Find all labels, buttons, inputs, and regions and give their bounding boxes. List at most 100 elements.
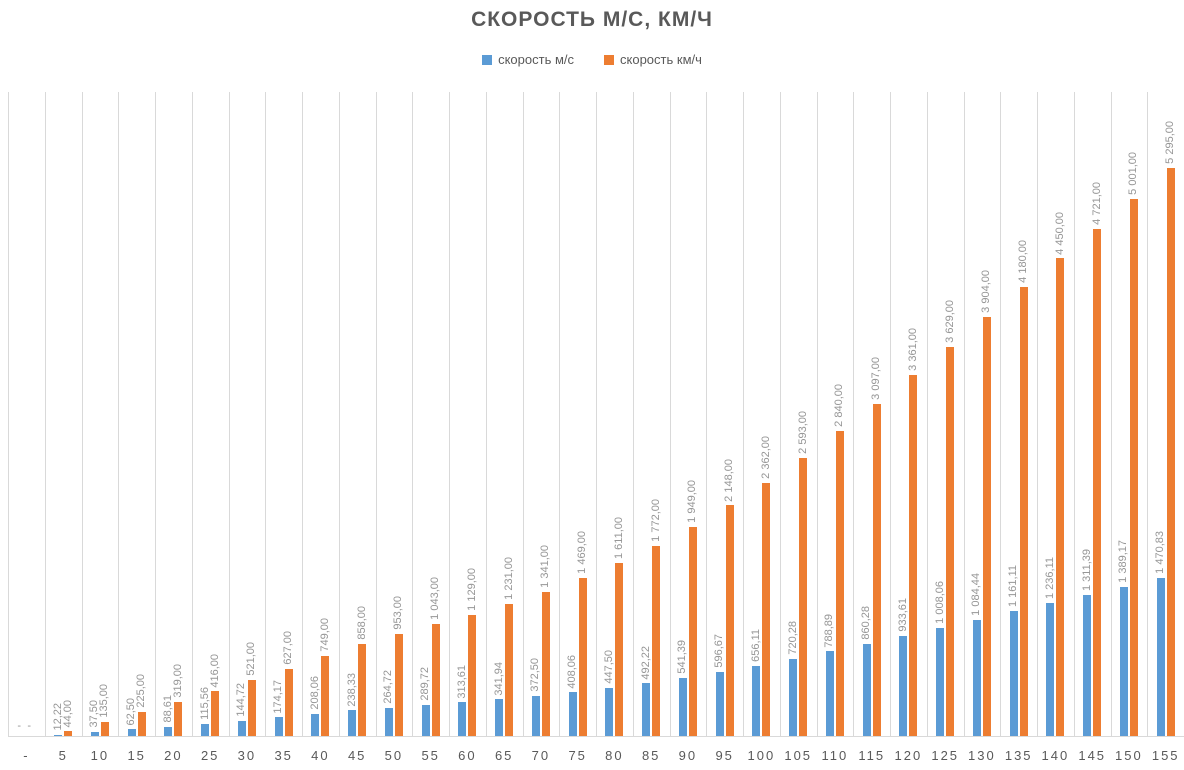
legend-label-kmh: скорость км/ч xyxy=(620,52,702,67)
x-tick-label: 20 xyxy=(164,748,183,763)
bar-kmh xyxy=(1129,199,1138,736)
chart-title: СКОРОСТЬ М/С, КМ/Ч xyxy=(471,8,713,31)
bar-ms xyxy=(1083,595,1092,736)
x-tick-label: 150 xyxy=(1115,748,1143,763)
bar-label-kmh: 858,00 xyxy=(355,606,368,640)
bar-kmh xyxy=(835,431,844,736)
bar-label-kmh: 3 904,00 xyxy=(980,270,993,313)
x-tick-label: 55 xyxy=(421,748,440,763)
bar-label-kmh: 4 180,00 xyxy=(1017,240,1030,284)
gridline xyxy=(485,92,487,736)
bar-kmh xyxy=(909,375,918,736)
gridline xyxy=(412,92,414,736)
bar-ms xyxy=(164,726,173,736)
gridline xyxy=(853,92,855,736)
bar-label-ms: 88,61 xyxy=(161,694,174,723)
bar-label-kmh: 135,00 xyxy=(98,683,111,718)
gridline xyxy=(8,92,9,736)
gridline xyxy=(44,92,46,736)
bar-kmh xyxy=(652,545,661,736)
bar-ms xyxy=(348,710,357,736)
bar-label-kmh: 2 593,00 xyxy=(796,410,809,454)
gridline xyxy=(1000,92,1002,736)
bar-ms xyxy=(458,702,467,736)
bar-label-kmh: 1 341,00 xyxy=(539,545,552,589)
x-tick-label: 155 xyxy=(1151,748,1180,763)
x-tick-label: 60 xyxy=(458,748,477,763)
legend-swatch-kmh-icon xyxy=(604,54,615,65)
bar-ms xyxy=(568,692,577,736)
x-tick-label: 130 xyxy=(968,748,996,763)
x-tick-label: 105 xyxy=(784,748,813,763)
x-tick-label: 85 xyxy=(641,748,661,763)
bar-label-ms: 1 236,11 xyxy=(1043,557,1056,600)
gridline xyxy=(890,92,891,736)
bar-ms xyxy=(789,658,798,736)
bar-kmh xyxy=(946,346,955,736)
bar-label-ms: 860,28 xyxy=(860,606,873,640)
bar-label-ms: 1 008,06 xyxy=(933,580,946,624)
bar-label-ms: 1 161,11 xyxy=(1007,565,1020,608)
bar-ms xyxy=(90,732,99,736)
bar-kmh xyxy=(394,633,403,736)
bar-label-ms: 541,39 xyxy=(676,640,689,674)
bar-ms xyxy=(421,704,430,736)
bar-ms xyxy=(642,683,651,736)
x-axis-line xyxy=(8,736,1184,737)
legend-item-kmh: скорость км/ч xyxy=(604,52,702,67)
bar-label-kmh: 44,00 xyxy=(61,699,74,728)
x-tick-label: 135 xyxy=(1004,748,1033,763)
bar-ms xyxy=(715,672,724,736)
bar-label-kmh: 5 001,00 xyxy=(1127,152,1140,196)
gridline xyxy=(449,92,450,736)
bar-ms xyxy=(54,734,63,736)
gridline xyxy=(632,92,634,736)
gridline xyxy=(596,92,597,736)
bar-label-kmh: 1 043,00 xyxy=(429,577,442,621)
bar-label-kmh: 3 629,00 xyxy=(943,299,956,343)
x-tick-label: 65 xyxy=(494,748,514,763)
gridline xyxy=(706,92,708,736)
bar-label-ms: 174,17 xyxy=(272,679,285,714)
x-tick-label: 25 xyxy=(200,748,220,763)
gridline xyxy=(559,92,561,736)
bar-ms xyxy=(127,729,136,736)
legend-label-ms: скорость м/с xyxy=(498,52,575,67)
x-tick-label: 30 xyxy=(237,748,257,763)
bar-kmh xyxy=(284,668,293,736)
x-tick-label: 95 xyxy=(715,748,734,763)
gridline xyxy=(81,92,83,736)
bar-label-kmh: 1 231,00 xyxy=(502,557,515,600)
bar-label-kmh: 4 721,00 xyxy=(1090,182,1103,226)
x-tick-label: 45 xyxy=(347,748,367,763)
gridline xyxy=(155,92,156,736)
gridline xyxy=(118,92,120,736)
x-tick-label: 140 xyxy=(1041,748,1070,763)
bar-kmh xyxy=(982,317,991,736)
bar-label-ms: 656,11 xyxy=(749,628,762,662)
bar-ms xyxy=(1119,586,1128,736)
bar-kmh xyxy=(247,680,256,736)
bar-label-kmh: 2 840,00 xyxy=(833,384,846,428)
x-tick-label: 35 xyxy=(274,748,293,763)
bar-label-kmh: 3 097,00 xyxy=(870,356,883,400)
bar-label-ms: 264,72 xyxy=(382,669,395,704)
bar-label-ms: 289,72 xyxy=(419,667,432,701)
gridline xyxy=(338,92,340,736)
bar-label-ms: 408,06 xyxy=(566,654,579,689)
gridline xyxy=(228,92,230,736)
bar-ms xyxy=(237,720,246,736)
bar-ms xyxy=(1156,578,1165,736)
bar-label-kmh: 2 362,00 xyxy=(759,435,772,479)
gridline xyxy=(522,92,524,736)
x-tick-label: 70 xyxy=(531,748,551,763)
bar-ms xyxy=(972,619,981,736)
bar-kmh xyxy=(174,701,183,736)
bar-kmh xyxy=(211,691,220,736)
bar-ms xyxy=(311,713,320,736)
x-tick-label: 15 xyxy=(127,748,146,763)
x-tick-label: 145 xyxy=(1078,748,1107,763)
bar-ms xyxy=(201,723,210,736)
bar-label-ms: 1 389,17 xyxy=(1117,540,1130,583)
